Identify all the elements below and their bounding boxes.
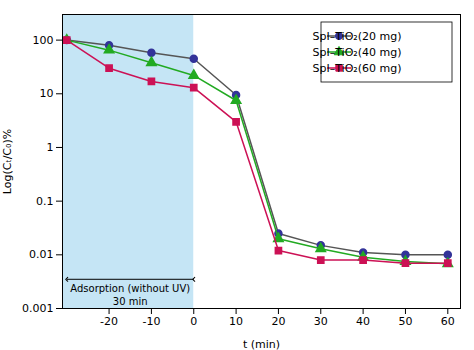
svg-text:30: 30 — [314, 315, 328, 328]
svg-text:0.01: 0.01 — [29, 248, 54, 261]
svg-text:Log(Cₜ/C₀)%: Log(Cₜ/C₀)% — [1, 129, 14, 194]
svg-text:50: 50 — [398, 315, 412, 328]
svg-text:60: 60 — [441, 315, 455, 328]
svg-text:SpI–TiO₂(40 mg): SpI–TiO₂(40 mg) — [313, 46, 402, 59]
svg-text:0: 0 — [190, 315, 197, 328]
svg-text:0.1: 0.1 — [36, 195, 54, 208]
svg-text:0.001: 0.001 — [22, 302, 54, 315]
svg-text:-20: -20 — [100, 315, 118, 328]
svg-text:10: 10 — [229, 315, 243, 328]
svg-text:10: 10 — [40, 87, 54, 100]
svg-text:SpI–TiO₂(20 mg): SpI–TiO₂(20 mg) — [313, 30, 402, 43]
svg-text:40: 40 — [356, 315, 370, 328]
svg-text:30 min: 30 min — [113, 296, 148, 307]
svg-text:1: 1 — [47, 141, 54, 154]
svg-text:SpI–TiO₂(60 mg): SpI–TiO₂(60 mg) — [313, 62, 402, 75]
svg-text:t (min): t (min) — [243, 338, 280, 350]
svg-text:20: 20 — [271, 315, 285, 328]
svg-text:100: 100 — [33, 34, 54, 47]
svg-text:-10: -10 — [142, 315, 160, 328]
svg-text:Adsorption (without UV): Adsorption (without UV) — [70, 283, 190, 294]
